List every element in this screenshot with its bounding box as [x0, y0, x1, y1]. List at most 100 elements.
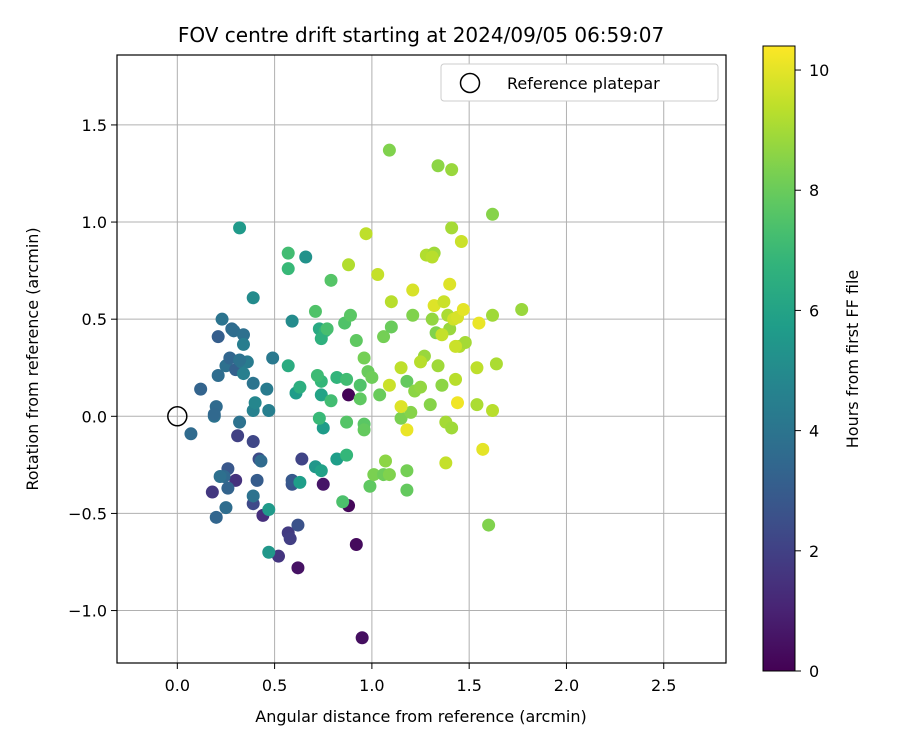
- scatter-point: [353, 392, 367, 406]
- scatter-point: [293, 475, 307, 489]
- scatter-point: [425, 250, 439, 264]
- scatter-point: [330, 370, 344, 384]
- scatter-point: [382, 143, 396, 157]
- scatter-point: [246, 291, 260, 305]
- scatter-point: [342, 388, 356, 402]
- scatter-point: [355, 631, 369, 645]
- x-tick-label: 0.0: [165, 676, 190, 695]
- reference-marker: [167, 406, 188, 427]
- y-tick-label: −1.0: [68, 602, 107, 621]
- scatter-point: [450, 396, 464, 410]
- scatter-point: [482, 518, 496, 532]
- x-tick-label: 1.0: [359, 676, 384, 695]
- scatter-point: [470, 361, 484, 375]
- scatter-point: [236, 328, 250, 342]
- scatter-point: [371, 268, 385, 282]
- scatter-point: [215, 312, 229, 326]
- scatter-point: [314, 464, 328, 478]
- scatter-point: [330, 452, 344, 466]
- scatter-point: [291, 518, 305, 532]
- scatter-point: [425, 312, 439, 326]
- scatter-point: [423, 398, 437, 412]
- scatter-point: [233, 353, 247, 367]
- scatter-point: [400, 464, 414, 478]
- scatter-point: [285, 314, 299, 328]
- scatter-point: [209, 510, 223, 524]
- legend-entry-reference: Reference platepar: [507, 74, 660, 93]
- x-tick-label: 1.5: [456, 676, 481, 695]
- scatter-point: [223, 351, 237, 365]
- scatter-point: [299, 250, 313, 264]
- scatter-point: [219, 501, 233, 515]
- scatter-point: [194, 382, 208, 396]
- scatter-point: [246, 435, 260, 449]
- scatter-point: [312, 411, 326, 425]
- scatter-point: [382, 378, 396, 392]
- y-tick-label: 0.5: [82, 310, 107, 329]
- scatter-point: [262, 403, 276, 417]
- scatter-point: [281, 262, 295, 276]
- scatter-point: [476, 442, 490, 456]
- scatter-point: [373, 388, 387, 402]
- scatter-point: [437, 295, 451, 309]
- scatter-point: [404, 405, 418, 419]
- scatter-point: [336, 495, 350, 509]
- scatter-point: [363, 479, 377, 493]
- scatter-point: [394, 361, 408, 375]
- scatter-point: [431, 359, 445, 373]
- scatter-point: [324, 273, 338, 287]
- scatter-point: [515, 302, 529, 316]
- colorbar-tick-label: 6: [809, 301, 819, 320]
- scatter-point: [314, 332, 328, 346]
- x-tick-label: 0.5: [262, 676, 287, 695]
- scatter-point: [400, 423, 414, 437]
- scatter-point: [295, 452, 309, 466]
- scatter-point: [221, 481, 235, 495]
- scatter-point: [236, 367, 250, 381]
- scatter-point: [324, 394, 338, 408]
- scatter-point: [435, 328, 449, 342]
- scatter-point: [342, 258, 356, 272]
- scatter-point: [486, 207, 500, 221]
- scatter-point: [486, 403, 500, 417]
- scatter-point: [454, 234, 468, 248]
- y-tick-label: 1.0: [82, 213, 107, 232]
- scatter-point: [340, 415, 354, 429]
- y-axis-label: Rotation from reference (arcmin): [23, 227, 42, 490]
- scatter-point: [340, 372, 354, 386]
- scatter-point: [207, 407, 221, 421]
- scatter-point: [377, 330, 391, 344]
- scatter-point: [449, 372, 463, 386]
- plot-frame: [116, 54, 727, 664]
- y-tick-label: 1.5: [82, 116, 107, 135]
- scatter-point: [314, 388, 328, 402]
- scatter-point: [359, 227, 373, 241]
- scatter-point: [445, 221, 459, 235]
- colorbar-tick-label: 0: [809, 662, 819, 681]
- scatter-point: [248, 396, 262, 410]
- scatter-point: [439, 456, 453, 470]
- scatter-point: [349, 538, 363, 552]
- scatter-point: [246, 376, 260, 390]
- x-tick-label: 2.5: [651, 676, 676, 695]
- scatter-point: [320, 322, 334, 336]
- scatter-point: [456, 302, 470, 316]
- x-axis-label: Angular distance from reference (arcmin): [255, 707, 586, 726]
- scatter-point: [271, 549, 285, 563]
- colorbar-tick-label: 10: [809, 61, 829, 80]
- scatter-point: [231, 429, 245, 443]
- scatter-point: [211, 369, 225, 383]
- scatter-point: [486, 308, 500, 322]
- scatter-point: [406, 308, 420, 322]
- colorbar-tick-label: 4: [809, 422, 819, 441]
- scatter-point: [262, 503, 276, 517]
- scatter-point: [357, 423, 371, 437]
- scatter-point: [310, 369, 324, 383]
- scatter-point: [449, 339, 463, 353]
- scatter-point: [343, 308, 357, 322]
- scatter-point: [379, 454, 393, 468]
- scatter-point: [283, 532, 297, 546]
- scatter-point: [445, 163, 459, 177]
- scatter-point: [458, 335, 472, 349]
